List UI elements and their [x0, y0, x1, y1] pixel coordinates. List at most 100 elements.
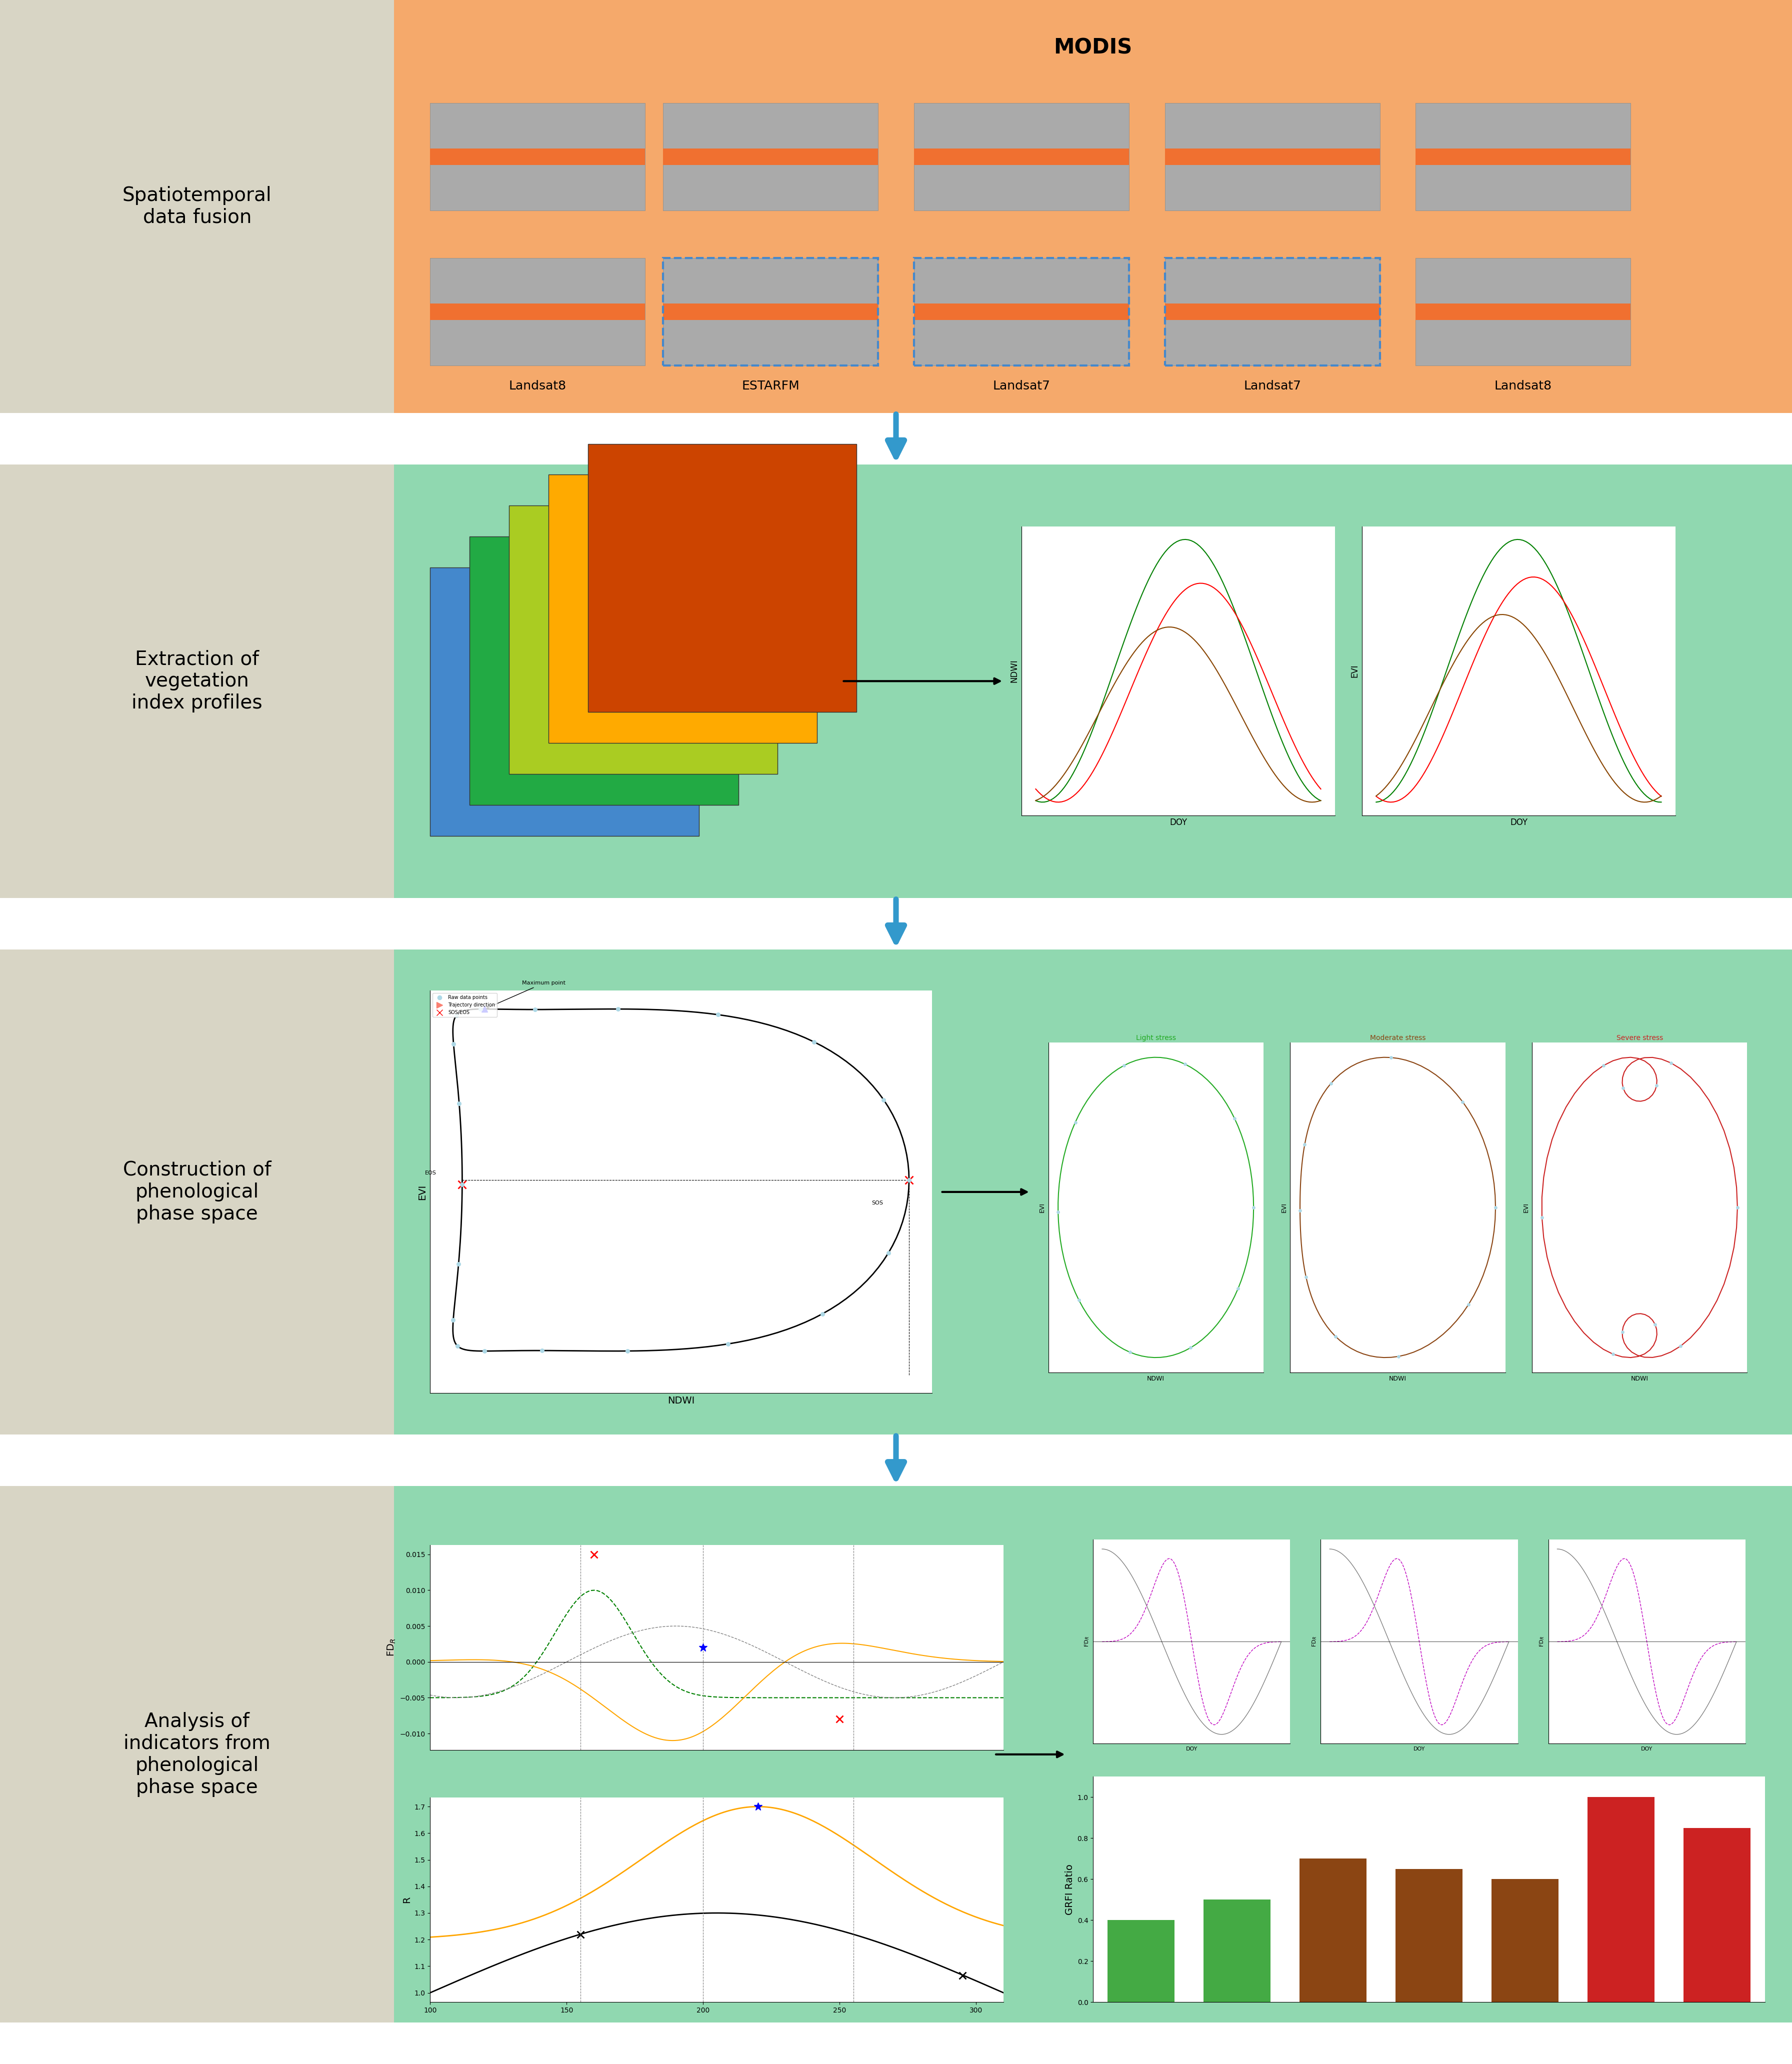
Bar: [663, 149, 878, 165]
Point: [1317, 1067, 1346, 1100]
X-axis label: DOY: DOY: [1170, 817, 1186, 828]
Bar: [914, 303, 1129, 320]
X-axis label: DOY: DOY: [1511, 817, 1527, 828]
FancyBboxPatch shape: [0, 0, 394, 413]
Point: [713, 1327, 742, 1360]
Text: EOS: EOS: [425, 1170, 437, 1176]
Point: [1609, 1071, 1638, 1104]
Point: [527, 1333, 556, 1366]
X-axis label: NDWI: NDWI: [1147, 1375, 1165, 1381]
Bar: [1683, 1829, 1751, 2002]
Point: [1641, 1069, 1670, 1102]
Bar: [1416, 303, 1631, 320]
X-axis label: NDWI: NDWI: [667, 1395, 695, 1406]
Point: [799, 1026, 828, 1059]
Bar: [914, 103, 1129, 211]
Point: [1170, 1049, 1199, 1082]
Point: [444, 1247, 473, 1280]
Bar: [1491, 1878, 1559, 2002]
Text: Landsat8: Landsat8: [509, 380, 566, 392]
Point: [443, 1329, 471, 1362]
X-axis label: NDWI: NDWI: [1389, 1375, 1407, 1381]
Y-axis label: FD$_R$: FD$_R$: [387, 1639, 396, 1657]
Point: [1285, 1195, 1314, 1228]
Point: [1043, 1195, 1072, 1228]
Bar: [663, 258, 878, 365]
Point: [443, 999, 471, 1032]
Point: [1448, 1086, 1477, 1119]
Bar: [430, 149, 645, 165]
Title: Moderate stress: Moderate stress: [1369, 1034, 1426, 1042]
Bar: [1165, 303, 1380, 320]
Point: [1656, 1046, 1684, 1079]
Point: [1641, 1309, 1670, 1342]
FancyBboxPatch shape: [394, 949, 1792, 1434]
Bar: [1588, 1798, 1654, 2002]
Bar: [663, 103, 878, 211]
X-axis label: NDWI: NDWI: [1631, 1375, 1649, 1381]
X-axis label: DOY: DOY: [1186, 1746, 1197, 1752]
Bar: [1299, 1860, 1367, 2002]
Text: Analysis of
indicators from
phenological
phase space: Analysis of indicators from phenological…: [124, 1711, 271, 1798]
Bar: [1396, 1868, 1462, 2002]
Bar: [1416, 258, 1631, 365]
Point: [604, 993, 633, 1026]
Text: Maximum point: Maximum point: [487, 980, 566, 1009]
Y-axis label: EVI: EVI: [1039, 1203, 1045, 1212]
Bar: [1165, 258, 1380, 365]
Point: [520, 993, 548, 1026]
Text: Spatiotemporal
data fusion: Spatiotemporal data fusion: [122, 186, 272, 227]
Y-axis label: GRFI Ratio: GRFI Ratio: [1064, 1864, 1075, 1915]
Bar: [663, 258, 878, 365]
Point: [1376, 1040, 1405, 1073]
Title: Light stress: Light stress: [1136, 1034, 1176, 1042]
Point: [1321, 1319, 1349, 1352]
Point: [874, 1236, 903, 1269]
Bar: [914, 149, 1129, 165]
Point: [808, 1298, 837, 1331]
Point: [1482, 1191, 1511, 1224]
Point: [444, 1088, 473, 1121]
Point: [439, 1028, 468, 1061]
Y-axis label: NDWI: NDWI: [1009, 658, 1018, 683]
Bar: [1416, 149, 1631, 165]
Point: [1115, 1335, 1143, 1368]
Point: [1292, 1261, 1321, 1294]
Text: MODIS: MODIS: [1054, 37, 1133, 58]
FancyBboxPatch shape: [470, 537, 738, 805]
Text: Landsat7: Landsat7: [1244, 380, 1301, 392]
Bar: [1165, 103, 1380, 211]
Y-axis label: R: R: [401, 1897, 412, 1903]
Bar: [663, 303, 878, 320]
Point: [1527, 1201, 1555, 1234]
Point: [448, 1168, 477, 1201]
Bar: [430, 258, 645, 365]
FancyBboxPatch shape: [430, 568, 699, 836]
Point: [1176, 1331, 1204, 1364]
Point: [1383, 1340, 1412, 1373]
Point: [439, 1304, 468, 1337]
Point: [1220, 1102, 1249, 1135]
Y-axis label: FD$_R$: FD$_R$: [1539, 1637, 1545, 1647]
FancyBboxPatch shape: [509, 506, 778, 774]
Text: Construction of
phenological
phase space: Construction of phenological phase space: [124, 1160, 271, 1224]
FancyBboxPatch shape: [394, 1486, 1792, 2023]
Point: [1590, 1049, 1618, 1082]
FancyBboxPatch shape: [548, 475, 817, 743]
FancyBboxPatch shape: [588, 444, 857, 712]
Bar: [914, 258, 1129, 365]
Point: [1290, 1129, 1319, 1162]
Point: [1598, 1337, 1627, 1370]
Bar: [914, 258, 1129, 365]
Bar: [1416, 103, 1631, 211]
X-axis label: DOY: DOY: [1641, 1746, 1652, 1752]
Point: [1455, 1288, 1484, 1321]
Point: [1224, 1271, 1253, 1304]
FancyBboxPatch shape: [394, 0, 1792, 413]
Bar: [1165, 258, 1380, 365]
Point: [1240, 1191, 1269, 1224]
Point: [1061, 1106, 1090, 1139]
Y-axis label: FD$_R$: FD$_R$: [1312, 1637, 1317, 1647]
Point: [1109, 1049, 1138, 1082]
Point: [466, 993, 495, 1026]
